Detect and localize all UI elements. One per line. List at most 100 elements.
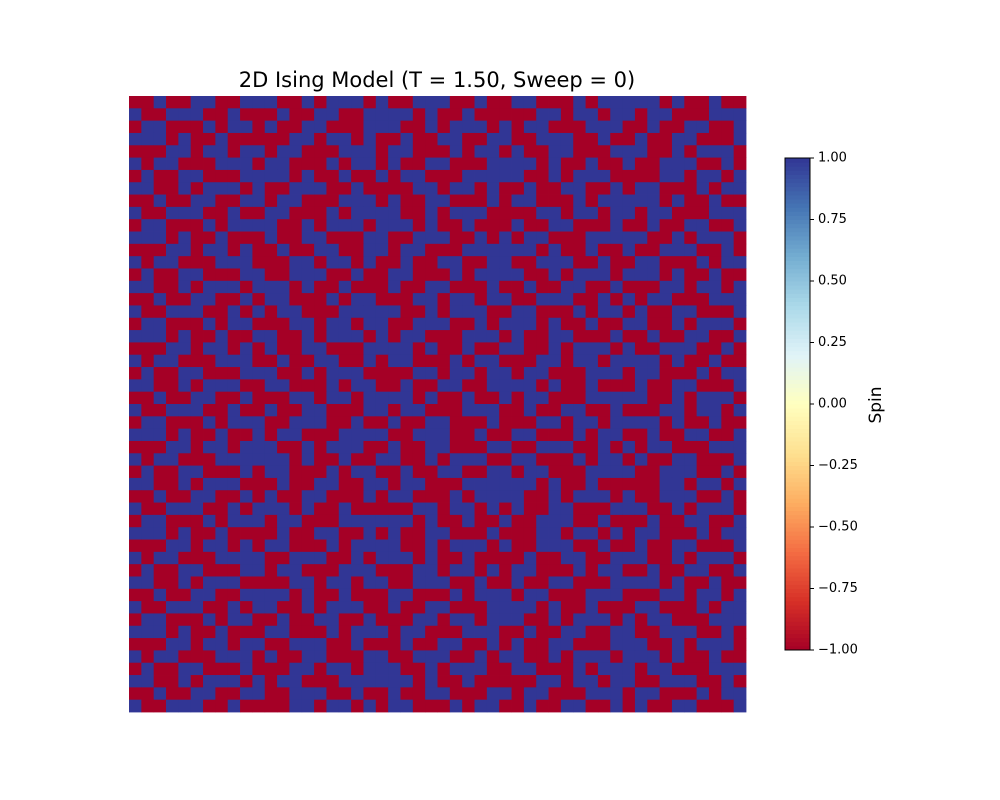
- cell: [252, 539, 266, 553]
- cell: [659, 330, 673, 343]
- colorbar-segment: [785, 481, 810, 487]
- cell: [684, 268, 698, 282]
- cell: [166, 502, 179, 516]
- cell: [671, 391, 685, 405]
- cell: [548, 613, 562, 627]
- cell: [622, 206, 636, 220]
- cell: [301, 108, 315, 122]
- cell: [375, 342, 389, 356]
- cell: [585, 440, 599, 454]
- cell: [585, 330, 599, 343]
- cell: [289, 120, 303, 134]
- cell: [190, 465, 204, 479]
- cell: [721, 145, 735, 158]
- cell: [499, 231, 512, 245]
- cell: [425, 453, 438, 466]
- cell: [597, 613, 611, 627]
- cell: [252, 194, 266, 208]
- cell: [351, 132, 364, 146]
- cell: [227, 305, 241, 319]
- colorbar-segment: [785, 436, 810, 442]
- cell: [425, 132, 438, 146]
- colorbar-segment: [785, 539, 810, 544]
- cell: [338, 391, 352, 405]
- cell: [486, 539, 500, 553]
- cell: [240, 293, 253, 306]
- cell: [252, 687, 266, 701]
- cell: [449, 428, 463, 442]
- cell: [659, 342, 673, 356]
- cell: [622, 601, 636, 614]
- cell: [264, 527, 278, 540]
- cell: [610, 120, 623, 134]
- cell: [486, 514, 500, 528]
- cell: [326, 379, 340, 393]
- cell: [696, 440, 710, 454]
- cell: [264, 539, 278, 553]
- colorbar-segment: [785, 494, 810, 499]
- cell: [289, 465, 303, 479]
- cell: [721, 231, 735, 245]
- cell: [412, 625, 426, 639]
- cell: [301, 280, 315, 294]
- cell: [326, 169, 340, 183]
- cell: [721, 182, 735, 195]
- cell: [585, 391, 599, 405]
- cell: [708, 206, 722, 220]
- cell: [449, 108, 463, 122]
- cell: [153, 268, 167, 282]
- cell: [363, 551, 377, 565]
- cell: [351, 342, 364, 356]
- cell: [388, 305, 401, 319]
- cell: [437, 305, 451, 319]
- cell: [203, 379, 216, 393]
- cell: [363, 182, 377, 195]
- cell: [622, 527, 636, 540]
- cell: [375, 157, 389, 171]
- cell: [610, 231, 623, 245]
- cell: [622, 675, 636, 688]
- cell: [363, 268, 377, 282]
- cell: [277, 354, 290, 368]
- cell: [153, 699, 167, 713]
- cell: [733, 157, 747, 171]
- cell: [511, 613, 525, 627]
- cell: [597, 687, 611, 701]
- cell: [659, 650, 673, 664]
- cell: [153, 453, 167, 466]
- colorbar-segment: [785, 371, 810, 376]
- cell: [289, 613, 303, 627]
- cell: [203, 219, 216, 232]
- cell: [153, 675, 167, 688]
- cell: [437, 675, 451, 688]
- cell: [449, 601, 463, 614]
- cell: [425, 391, 438, 405]
- cell: [314, 391, 327, 405]
- cell: [708, 120, 722, 134]
- cell: [203, 416, 216, 430]
- cell: [351, 268, 364, 282]
- cell: [474, 305, 488, 319]
- cell: [597, 342, 611, 356]
- cell: [708, 527, 722, 540]
- cell: [178, 404, 192, 417]
- cell: [215, 330, 229, 343]
- cell: [573, 243, 586, 257]
- cell: [733, 404, 747, 417]
- cell: [363, 354, 377, 368]
- cell: [671, 551, 685, 565]
- cell: [190, 638, 204, 651]
- cell: [264, 514, 278, 528]
- cell: [153, 305, 167, 319]
- cell: [721, 650, 735, 664]
- cell: [227, 293, 241, 306]
- cell: [326, 256, 340, 269]
- cell: [425, 539, 438, 553]
- cell: [449, 490, 463, 503]
- cell: [486, 231, 500, 245]
- cell: [573, 367, 586, 380]
- cell: [388, 465, 401, 479]
- cell: [560, 539, 574, 553]
- cell: [301, 428, 315, 442]
- cell: [289, 268, 303, 282]
